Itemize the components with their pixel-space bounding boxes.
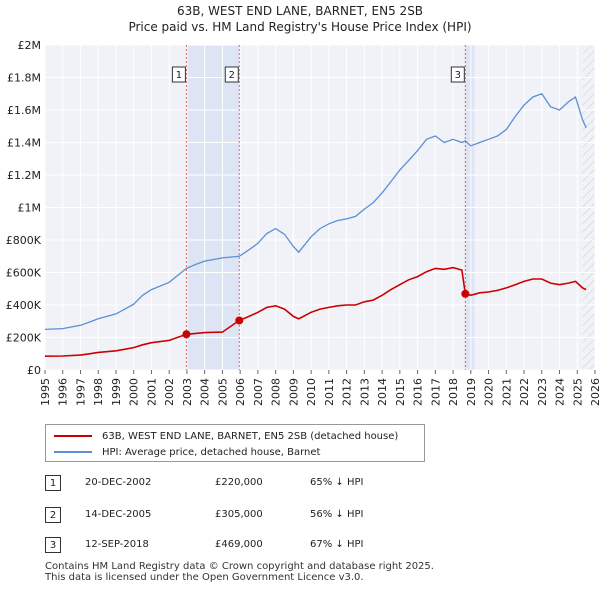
- x-tick-label: 2022: [518, 378, 531, 406]
- x-tick-label: 2014: [376, 378, 389, 406]
- legend-item-hpi: HPI: Average price, detached house, Barn…: [54, 444, 320, 460]
- series-line-property: [44, 266, 587, 357]
- x-tick-label: 2020: [483, 378, 496, 406]
- x-tick-label: 2018: [447, 378, 460, 406]
- chart-marker-box-3: [450, 66, 465, 83]
- x-tick-label: 1999: [110, 378, 123, 406]
- y-tick-label: £1M: [18, 202, 42, 215]
- sale-marker-2: 2: [45, 507, 61, 523]
- sale-price-2: £305,000: [215, 509, 263, 520]
- legend-label-hpi: HPI: Average price, detached house, Barn…: [102, 446, 321, 458]
- series-line-hpi: [44, 93, 587, 331]
- chart-title: 63B, WEST END LANE, BARNET, EN5 2SB: [177, 4, 423, 18]
- footer-licence: This data is licensed under the Open Gov…: [45, 572, 364, 583]
- sale-hpi-1: 65% ↓ HPI: [310, 477, 364, 488]
- x-tick-label: 2011: [323, 378, 336, 406]
- sale-date-3: 12-SEP-2018: [85, 539, 149, 550]
- y-tick-label: £0: [27, 364, 41, 377]
- x-tick-label: 2017: [429, 378, 442, 406]
- x-tick-label: 2000: [128, 378, 141, 406]
- footer-copyright: Contains HM Land Registry data © Crown c…: [45, 561, 434, 572]
- x-tick-label: 2026: [589, 378, 600, 406]
- x-tick-label: 2024: [554, 378, 567, 406]
- sale-point-2: [235, 316, 244, 325]
- x-tick-label: 2003: [181, 378, 194, 406]
- sale-date-1: 20-DEC-2002: [85, 477, 152, 488]
- chart-marker-label-3: 3: [455, 70, 461, 81]
- x-tick-label: 2025: [571, 378, 584, 406]
- legend-item-property: 63B, WEST END LANE, BARNET, EN5 2SB (det…: [54, 428, 398, 444]
- legend: 63B, WEST END LANE, BARNET, EN5 2SB (det…: [45, 424, 425, 462]
- x-tick-label: 2001: [145, 378, 158, 406]
- legend-label-property: 63B, WEST END LANE, BARNET, EN5 2SB (det…: [102, 430, 399, 442]
- x-tick-label: 2013: [358, 378, 371, 406]
- y-tick-label: £1.4M: [7, 137, 41, 150]
- x-tick-label: 1998: [92, 378, 105, 406]
- x-tick-label: 2010: [305, 378, 318, 406]
- x-tick-label: 1995: [39, 378, 52, 406]
- sale-marker-3: 3: [45, 537, 61, 553]
- sale-marker-1: 1: [45, 475, 61, 491]
- x-tick-label: 1996: [57, 378, 70, 406]
- x-tick-label: 2006: [234, 378, 247, 406]
- sale-price-3: £469,000: [215, 539, 263, 550]
- x-tick-label: 2021: [500, 378, 513, 406]
- x-tick-label: 2004: [199, 378, 212, 406]
- y-tick-label: £400K: [6, 299, 42, 312]
- x-tick-label: 2008: [270, 378, 283, 406]
- chart-subtitle: Price paid vs. HM Land Registry's House …: [128, 20, 471, 34]
- sale-row-3: 3 12-SEP-2018 £469,000 67% ↓ HPI: [45, 537, 405, 555]
- legend-swatch-property: [54, 435, 92, 437]
- y-tick-label: £600K: [6, 267, 42, 280]
- x-tick-label: 2012: [341, 378, 354, 406]
- chart-marker-box-1: [171, 66, 186, 83]
- x-tick-label: 2015: [394, 378, 407, 406]
- x-tick-label: 2019: [465, 378, 478, 406]
- x-tick-label: 2002: [163, 378, 176, 406]
- chart-marker-label-1: 1: [176, 70, 182, 81]
- x-tick-label: 2023: [536, 378, 549, 406]
- y-tick-label: £200K: [6, 332, 42, 345]
- sale-row-2: 2 14-DEC-2005 £305,000 56% ↓ HPI: [45, 507, 405, 525]
- y-tick-label: £1.8M: [7, 72, 41, 85]
- price-chart: 63B, WEST END LANE, BARNET, EN5 2SB Pric…: [6, 4, 600, 406]
- x-tick-label: 1997: [74, 378, 87, 406]
- x-tick-label: 2009: [287, 378, 300, 406]
- y-tick-label: £1.2M: [7, 169, 41, 182]
- sale-date-2: 14-DEC-2005: [85, 509, 152, 520]
- sale-point-3: [461, 289, 470, 298]
- sale-point-1: [182, 330, 191, 339]
- x-tick-label: 2005: [216, 378, 229, 406]
- sale-price-1: £220,000: [215, 477, 263, 488]
- sale-hpi-2: 56% ↓ HPI: [310, 509, 364, 520]
- x-tick-label: 2016: [412, 378, 425, 406]
- y-tick-label: £2M: [18, 39, 42, 52]
- sale-row-1: 1 20-DEC-2002 £220,000 65% ↓ HPI: [45, 475, 405, 493]
- legend-swatch-hpi: [54, 451, 92, 453]
- sale-hpi-3: 67% ↓ HPI: [310, 539, 364, 550]
- y-tick-label: £800K: [6, 234, 42, 247]
- x-tick-label: 2007: [252, 378, 265, 406]
- chart-marker-label-2: 2: [229, 70, 235, 81]
- y-tick-label: £1.6M: [7, 104, 41, 117]
- chart-marker-box-2: [224, 66, 239, 83]
- footer: Contains HM Land Registry data © Crown c…: [45, 561, 434, 583]
